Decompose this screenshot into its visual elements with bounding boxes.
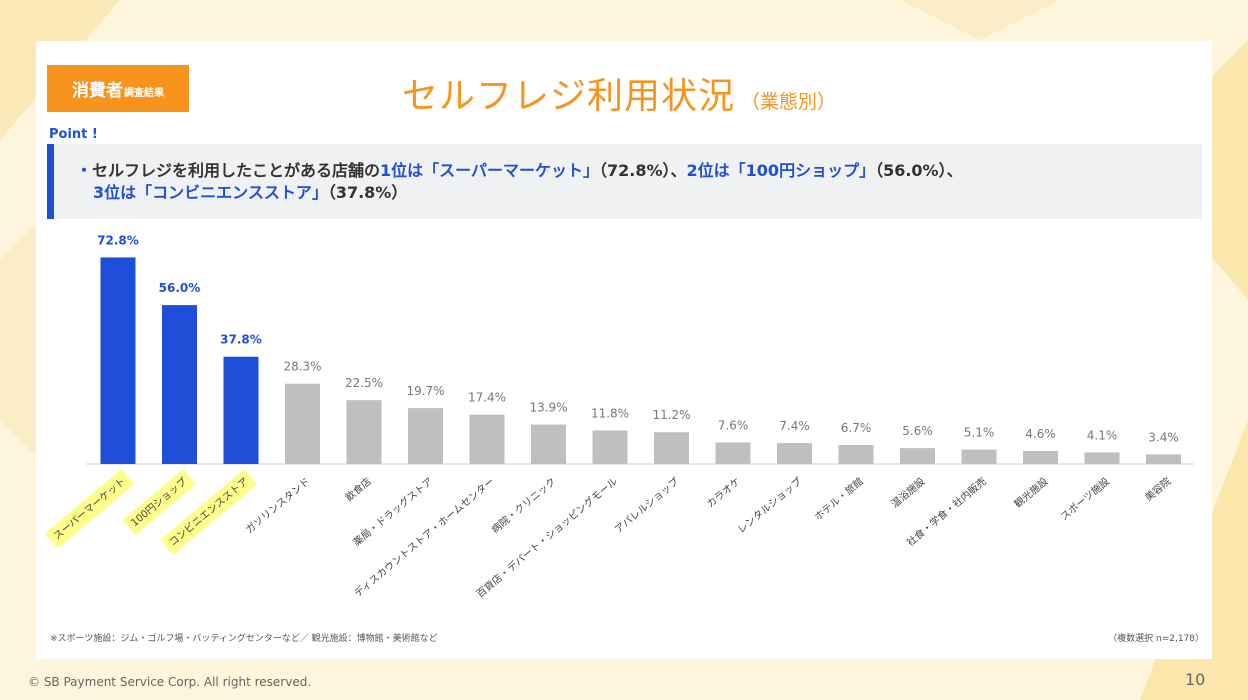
category-label: アパレルショップ — [613, 475, 682, 535]
bar — [900, 448, 935, 464]
bar — [777, 443, 812, 464]
bar — [592, 430, 628, 464]
bar-value-label: 6.7% — [841, 421, 872, 435]
point-pct-3: （37.8%） — [327, 183, 408, 202]
bar-value-label: 4.1% — [1087, 428, 1118, 442]
page-number: 10 — [1185, 670, 1206, 689]
point-rank-1: 1位は「スーパーマーケット」 — [380, 161, 600, 180]
bar-value-label: 37.8% — [220, 333, 262, 347]
bar-value-label: 56.0% — [159, 281, 201, 295]
bar-value-label: 3.4% — [1148, 430, 1179, 444]
bar-value-label: 7.4% — [779, 419, 810, 433]
category-label-group: 温浴施設 — [888, 475, 927, 511]
sample-size-note: （複数選択 n=2,178） — [1108, 634, 1204, 644]
content-card: 消費者 調査結果 セルフレジ利用状況 （業態別） Point ! ・セルフレジを利用… — [36, 41, 1212, 659]
bar-value-label: 11.2% — [652, 408, 690, 422]
point-rank-3: 3位は「コンビニエンスストア」 — [93, 183, 328, 202]
category-label: スポーツ施設 — [1058, 475, 1112, 523]
category-label-highlight — [44, 469, 135, 549]
point-line-1: ・セルフレジを利用したことがある店舗の1位は「スーパーマーケット」（72.8%）… — [76, 160, 1202, 182]
page-title-sub: （業態別） — [741, 91, 837, 113]
category-label-group: スポーツ施設 — [1058, 475, 1112, 523]
badge-sub-text: 調査結果 — [124, 87, 164, 99]
bar — [654, 432, 689, 464]
category-label-highlight — [160, 469, 258, 556]
category-label-group: 病院・クリニック — [489, 475, 559, 536]
consumer-survey-badge: 消費者 調査結果 — [47, 65, 189, 112]
bar — [100, 257, 136, 464]
bar-value-label: 72.8% — [97, 233, 139, 247]
bar — [346, 400, 382, 464]
bar-value-label: 11.8% — [591, 407, 629, 421]
bar — [961, 449, 997, 464]
category-label-highlight — [122, 469, 196, 536]
category-label: ホテル・旅館 — [812, 475, 866, 524]
bar-value-label: 22.5% — [345, 376, 383, 390]
category-label: 100円ショップ — [129, 475, 190, 529]
bar — [1023, 450, 1058, 464]
page-title: セルフレジ利用状況 （業態別） — [402, 67, 836, 119]
badge-main-text: 消費者 — [72, 81, 123, 101]
category-label: カラオケ — [705, 475, 743, 510]
bar — [1146, 454, 1181, 464]
category-label-group: カラオケ — [705, 475, 743, 510]
bar — [469, 414, 505, 464]
category-label-group: ホテル・旅館 — [812, 475, 866, 524]
bar-value-label: 13.9% — [529, 401, 567, 415]
bar-value-label: 5.6% — [902, 424, 933, 438]
bar-chart: 72.8%スーパーマーケット56.0%100円ショップ37.8%コンビニエンスス… — [44, 233, 1194, 600]
category-label-group: 観光施設 — [1011, 475, 1050, 511]
category-label: レンタルショップ — [735, 475, 804, 536]
category-label-group: 飲食店 — [343, 475, 374, 504]
point-summary: ・セルフレジを利用したことがある店舗の1位は「スーパーマーケット」（72.8%）… — [47, 144, 1202, 219]
category-label: 観光施設 — [1011, 475, 1050, 511]
bar — [838, 444, 874, 464]
bar — [162, 305, 197, 464]
bar-value-label: 28.3% — [283, 360, 321, 374]
bar-value-label: 4.6% — [1025, 427, 1056, 441]
category-label: 飲食店 — [343, 475, 374, 504]
copyright: © SB Payment Service Corp. All right res… — [28, 675, 312, 689]
point-pct-1: （72.8%）、 — [599, 161, 687, 180]
category-label: 温浴施設 — [888, 475, 927, 511]
bar-value-label: 17.4% — [468, 391, 506, 405]
category-label-group: レンタルショップ — [735, 475, 804, 536]
bar-value-label: 5.1% — [964, 426, 995, 440]
bar — [408, 408, 443, 464]
point-rank-2: 2位は「100円ショップ」 — [686, 161, 876, 180]
category-label-group: アパレルショップ — [613, 475, 682, 535]
bar — [285, 383, 320, 464]
category-label-group: スーパーマーケット — [44, 469, 135, 549]
bar — [531, 424, 566, 464]
point-bullet: ・ — [76, 161, 93, 180]
point-label: Point ! — [49, 127, 98, 142]
bar — [223, 356, 259, 464]
category-label: 美容院 — [1142, 475, 1173, 504]
bar — [1084, 452, 1120, 464]
category-label-group: 美容院 — [1142, 475, 1173, 504]
bar — [715, 442, 751, 464]
point-line-2: 3位は「コンビニエンスストア」（37.8%） — [76, 182, 1202, 204]
category-label: 病院・クリニック — [489, 475, 559, 536]
point-text-1: セルフレジを利用したことがある店舗の — [92, 161, 381, 180]
footnote: ※スポーツ施設：ジム・ゴルフ場・バッティングセンターなど／ 観光施設：博物館・美… — [50, 634, 438, 644]
bar-value-label: 7.6% — [718, 418, 749, 432]
bar-value-label: 19.7% — [406, 384, 444, 398]
point-pct-2: （56.0%）、 — [875, 161, 963, 180]
page-title-main: セルフレジ利用状況 — [402, 76, 736, 117]
category-label: スーパーマーケット — [51, 475, 128, 542]
